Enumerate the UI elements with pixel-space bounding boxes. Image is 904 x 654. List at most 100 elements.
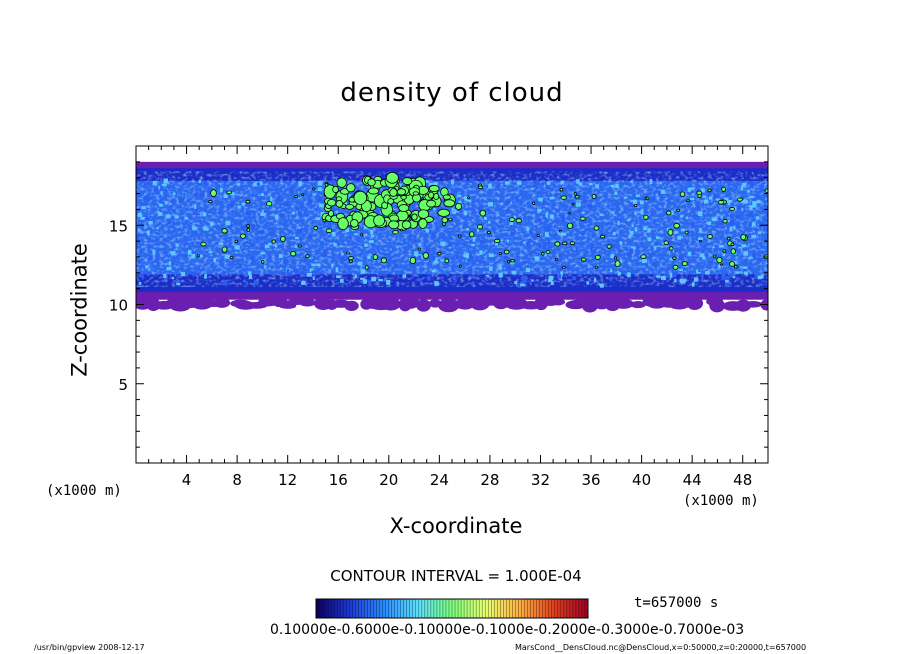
contour-blob	[510, 259, 515, 263]
cloud-speckle	[260, 193, 264, 197]
contour-blob	[367, 178, 376, 187]
contour-blob	[418, 218, 428, 229]
contour-blob	[417, 247, 422, 251]
contour-blob	[412, 191, 419, 196]
contour-blob	[240, 233, 246, 239]
contour-blob	[600, 234, 606, 239]
cloud-speckle	[634, 227, 637, 232]
cloud-speckle	[458, 200, 462, 204]
cloud-speckle	[756, 200, 761, 204]
cloud-speckle	[177, 274, 182, 279]
x-axis-ticks: 4 8 12 16 20 24 28 32 36 40 44 48	[148, 146, 756, 489]
cloud-speckle	[463, 210, 468, 216]
cloud-speckle	[676, 200, 680, 203]
contour-blob	[402, 177, 413, 185]
cloud-speckle	[580, 233, 585, 236]
cloud-speckle	[434, 281, 439, 286]
cloud-speckle	[259, 229, 265, 234]
cloud-speckle	[514, 281, 518, 285]
cloud-speckle	[700, 249, 704, 253]
cloud-speckle	[507, 198, 511, 204]
contour-blob	[663, 240, 669, 245]
cloud-speckle	[464, 196, 468, 201]
cloud-speckle	[517, 222, 521, 225]
cloud-speckle	[187, 249, 192, 255]
cloud-speckle	[725, 279, 729, 283]
cloud-speckle	[523, 241, 526, 244]
cloud-speckle	[722, 253, 726, 257]
cloud-speckle	[175, 243, 179, 247]
cloud-speckle	[713, 248, 717, 252]
contour-blob	[726, 236, 731, 241]
cloud-speckle	[761, 273, 764, 279]
contour-blob	[594, 265, 599, 269]
cloud-speckle	[163, 273, 167, 279]
cloud-speckle	[246, 210, 250, 215]
cloud-speckle	[522, 279, 527, 283]
cloud-speckle	[727, 200, 730, 206]
cloud-speckle	[558, 253, 562, 258]
cloud-speckle	[498, 266, 503, 270]
cloud-speckle	[220, 187, 223, 193]
cloud-speckle	[693, 277, 699, 282]
cloud-speckle	[237, 205, 241, 209]
cloud-speckle	[497, 183, 500, 188]
cloud-speckle	[451, 179, 454, 185]
cloud-speckle	[280, 193, 283, 196]
cloud-speckle	[727, 219, 730, 223]
cloud-speckle	[140, 217, 146, 220]
cloud-speckle	[229, 201, 235, 207]
cloud-speckle	[174, 215, 179, 219]
cloud-speckle	[479, 250, 483, 255]
cloud-speckle	[515, 264, 520, 268]
cloud-speckle	[610, 254, 615, 259]
x-tick-label: 44	[683, 471, 702, 489]
cloud-speckle	[370, 230, 374, 235]
cloud-speckle	[717, 264, 721, 269]
x-tick-label: 4	[182, 471, 192, 489]
cloud-speckle	[633, 199, 637, 205]
cloud-speckle	[291, 211, 295, 215]
cloud-speckle	[425, 247, 431, 252]
cloud-speckle	[478, 260, 484, 264]
cloud-speckle	[758, 283, 763, 287]
contour-blob	[346, 183, 356, 193]
cloud-speckle	[666, 268, 671, 271]
contour-blob	[712, 254, 717, 258]
cloud-speckle	[723, 197, 729, 201]
cloud-speckle	[158, 212, 163, 216]
cloud-speckle	[516, 181, 522, 185]
contour-blob	[566, 222, 574, 229]
footer-source: MarsCond__DensCloud.nc@DensCloud,x=0:500…	[515, 643, 807, 652]
cloud-speckle	[141, 206, 146, 210]
contour-blob	[730, 248, 736, 255]
cloud-speckle	[448, 243, 452, 247]
cloud-speckle	[548, 275, 554, 281]
cloud-speckle	[250, 243, 254, 247]
cloud-speckle	[735, 271, 740, 274]
cloud-speckle	[627, 272, 631, 278]
cloud-speckle	[677, 235, 682, 240]
cloud-speckle	[199, 192, 205, 198]
cloud-speckle	[258, 181, 263, 186]
cloud-speckle	[560, 242, 564, 246]
cloud-speckle	[249, 256, 255, 260]
contour-blob	[428, 185, 440, 192]
contour-blob	[720, 263, 723, 266]
cloud-speckle	[554, 193, 558, 197]
cloud-speckle	[538, 197, 543, 202]
contour-blob	[606, 244, 612, 249]
cloud-speckle	[172, 192, 176, 195]
cloud-speckle	[306, 272, 312, 277]
contour-blob	[515, 218, 522, 224]
cloud-speckle	[705, 271, 710, 275]
contour-blob	[736, 197, 743, 202]
cloud-speckle	[611, 211, 615, 214]
cloud-speckle	[268, 231, 273, 236]
cloud-speckle	[698, 211, 703, 217]
cloud-speckle	[317, 187, 323, 192]
cloud-speckle	[168, 261, 172, 266]
cloud-speckle	[197, 182, 203, 187]
cloud-speckle	[550, 281, 554, 286]
cloud-speckle	[416, 278, 422, 282]
